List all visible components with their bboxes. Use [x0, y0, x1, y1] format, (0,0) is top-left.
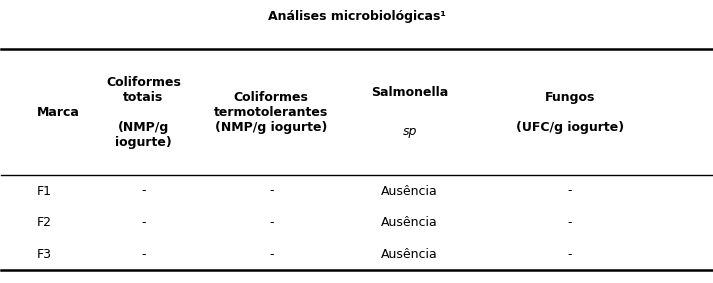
Text: -: - [568, 185, 572, 198]
Text: Marca: Marca [37, 106, 80, 119]
Text: Ausência: Ausência [381, 248, 438, 261]
Text: Ausência: Ausência [381, 216, 438, 229]
Text: -: - [141, 216, 145, 229]
Text: Salmonella: Salmonella [371, 86, 448, 99]
Text: -: - [568, 216, 572, 229]
Text: -: - [568, 248, 572, 261]
Text: Coliformes
termotolerantes
(NMP/g iogurte): Coliformes termotolerantes (NMP/g iogurt… [214, 91, 329, 134]
Text: Coliformes
totais

(NMP/g
iogurte): Coliformes totais (NMP/g iogurte) [106, 76, 181, 149]
Text: -: - [269, 216, 274, 229]
Text: F3: F3 [37, 248, 52, 261]
Text: Fungos

(UFC/g iogurte): Fungos (UFC/g iogurte) [515, 91, 624, 134]
Text: F2: F2 [37, 216, 52, 229]
Text: -: - [269, 185, 274, 198]
Text: Análises microbiológicas¹: Análises microbiológicas¹ [267, 10, 446, 23]
Text: F1: F1 [37, 185, 52, 198]
Text: sp: sp [403, 125, 417, 138]
Text: -: - [269, 248, 274, 261]
Text: Ausência: Ausência [381, 185, 438, 198]
Text: -: - [141, 248, 145, 261]
Text: -: - [141, 185, 145, 198]
